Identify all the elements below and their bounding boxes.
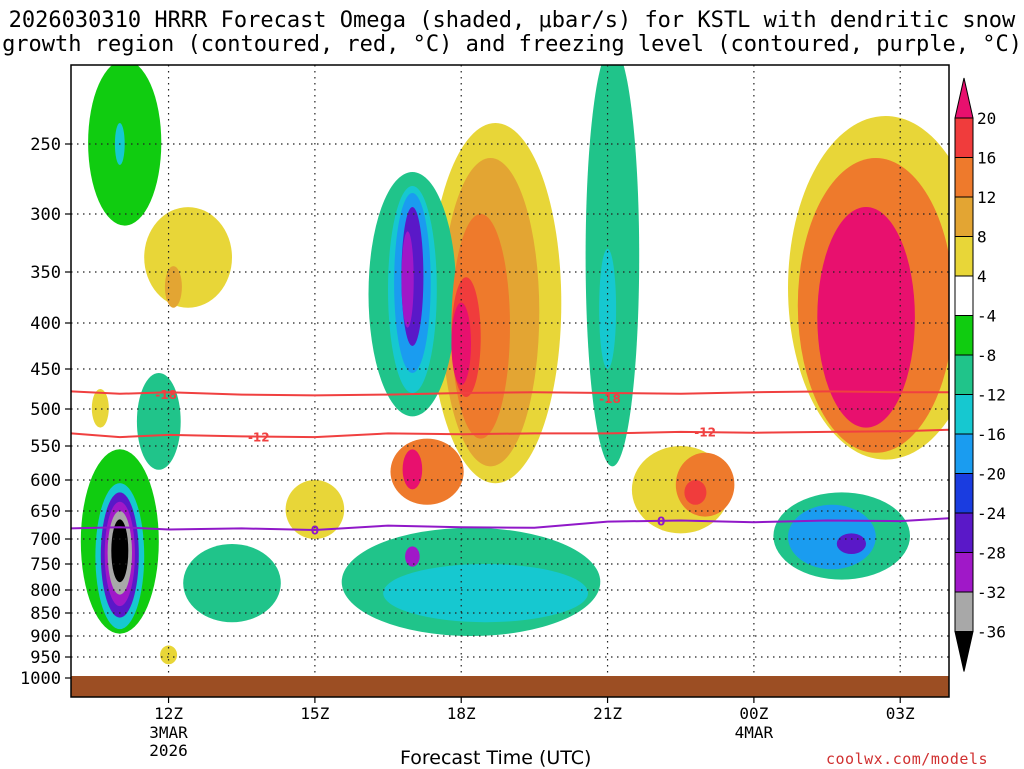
- x-tick-year: 2026: [149, 741, 188, 760]
- x-axis-title: Forecast Time (UTC): [400, 747, 592, 769]
- omega-region: [91, 389, 109, 428]
- colorbar-bin: [954, 512, 974, 553]
- colorbar-bin: [954, 196, 974, 237]
- x-tick-label: 12Z: [154, 704, 183, 723]
- contour-line: [71, 390, 949, 397]
- y-tick-label: 850: [30, 604, 61, 624]
- colorbar-label: -32: [977, 583, 1006, 602]
- colorbar-bin: [954, 552, 974, 593]
- contour-label: 0: [311, 524, 319, 538]
- y-tick-label: 450: [30, 360, 61, 380]
- y-tick-label: 250: [30, 135, 61, 155]
- colorbar-label: 4: [977, 267, 987, 286]
- y-tick-label: 350: [30, 263, 61, 283]
- omega-region: [401, 231, 414, 328]
- y-tick-label: 1000: [20, 669, 61, 689]
- omega-region: [136, 373, 181, 470]
- chart-title-line-1: 2026030310 HRRR Forecast Omega (shaded, …: [8, 8, 1016, 33]
- colorbar-label: 20: [977, 109, 996, 128]
- colorbar-label: -28: [977, 544, 1006, 563]
- colorbar-bin: [954, 591, 974, 632]
- x-tick-label: 03Z: [886, 704, 915, 723]
- colorbar-bin: [954, 157, 974, 198]
- ground-band: [71, 676, 949, 697]
- omega-region: [451, 302, 472, 385]
- omega-region: [788, 504, 876, 570]
- colorbar-label: 16: [977, 149, 996, 168]
- colorbar-bin: [954, 275, 974, 316]
- y-tick-label: 950: [30, 648, 61, 668]
- omega-region: [383, 564, 588, 623]
- y-axis: 250 300 350 400 450 500 550 600 650 700 750 800 850 9…: [20, 135, 71, 689]
- colorbar-bin: [954, 473, 974, 514]
- y-tick-label: 500: [30, 400, 61, 420]
- y-tick-label: 800: [30, 581, 61, 601]
- omega-region: [836, 533, 867, 554]
- colorbar-bin: [954, 354, 974, 395]
- omega-region: [111, 519, 129, 583]
- x-tick-label: 21Z: [593, 704, 622, 723]
- omega-region: [402, 449, 423, 490]
- y-tick-label: 400: [30, 314, 61, 334]
- credit-link[interactable]: coolwx.com/models: [826, 750, 989, 768]
- y-tick-label: 600: [30, 471, 61, 491]
- colorbar-label: -4: [977, 307, 996, 326]
- omega-region: [144, 207, 233, 308]
- contour-label: -18: [599, 392, 621, 406]
- contour-lines: -18 -18 -12 -12 0 0: [71, 388, 949, 538]
- plot-frame: [70, 64, 950, 698]
- colorbar-label: 8: [977, 228, 987, 247]
- omega-shading: [80, 65, 949, 665]
- contour-line: [71, 517, 949, 532]
- x-tick-date: 3MAR: [149, 723, 188, 742]
- omega-region: [684, 480, 707, 505]
- colorbar-tip-bottom: [954, 631, 974, 672]
- colorbar-label: 12: [977, 188, 996, 207]
- colorbar-bin: [954, 236, 974, 277]
- x-tick-date: 4MAR: [735, 723, 774, 742]
- omega-region: [599, 248, 617, 369]
- omega-region: [405, 546, 420, 567]
- colorbar-tip-top: [954, 77, 974, 119]
- contour-line: [71, 428, 949, 439]
- gridlines: [71, 65, 949, 676]
- y-tick-label: 750: [30, 555, 61, 575]
- colorbar-bin: [954, 315, 974, 356]
- colorbar-label: -36: [977, 623, 1006, 642]
- colorbar-bin: [954, 117, 974, 158]
- contour-label: -12: [694, 425, 716, 439]
- contour-label: -18: [155, 388, 177, 402]
- colorbar-label: -20: [977, 465, 1006, 484]
- y-tick-label: 300: [30, 205, 61, 225]
- y-tick-label: 700: [30, 530, 61, 550]
- y-tick-label: 650: [30, 502, 61, 522]
- colorbar-label: -12: [977, 386, 1006, 405]
- x-tick-label: 15Z: [300, 704, 329, 723]
- colorbar-label: -8: [977, 346, 996, 365]
- x-tick-label: 00Z: [739, 704, 768, 723]
- omega-region: [88, 65, 162, 226]
- omega-region: [817, 206, 915, 428]
- omega-region: [675, 452, 735, 517]
- omega-region: [183, 544, 281, 623]
- chart-title-line-2: growth region (contoured, red, °C) and f…: [2, 32, 1022, 57]
- omega-region: [160, 645, 178, 665]
- colorbar-label: -24: [977, 504, 1006, 523]
- colorbar-bin: [954, 433, 974, 474]
- colorbar-label: -16: [977, 425, 1006, 444]
- colorbar-bin: [954, 394, 974, 435]
- contour-label: -12: [248, 431, 270, 445]
- y-tick-label: 900: [30, 627, 61, 647]
- x-tick-label: 18Z: [447, 704, 476, 723]
- y-tick-label: 550: [30, 437, 61, 457]
- omega-region: [390, 438, 464, 505]
- colorbar: 20 16 12 8 4 -4 -8 -12 -16 -20 -24 -28 -32 -36: [954, 77, 1006, 672]
- contour-label: 0: [657, 515, 665, 529]
